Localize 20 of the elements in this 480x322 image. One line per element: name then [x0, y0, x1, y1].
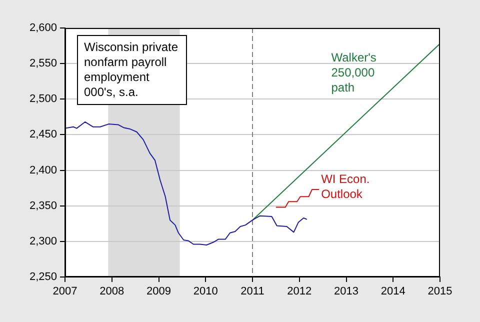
text: Wisconsin private nonfarm payroll employment 000's, s.a.	[77, 35, 188, 105]
x-tick-label: 2011	[240, 286, 264, 298]
series-label: WI Econ. Outlook	[321, 172, 370, 201]
y-tick-label: 2,450	[29, 128, 57, 141]
y-tick-label: 2,250	[29, 271, 57, 284]
x-tick-label: 2007	[52, 286, 78, 298]
y-tick-label: 2,400	[29, 164, 57, 176]
x-tick-label: 2014	[380, 286, 406, 298]
x-tick-label: 2013	[334, 286, 358, 298]
y-tick-label: 2,550	[29, 58, 57, 70]
series-label: Walker's 250,000 path	[331, 50, 376, 94]
y-tick-label: 2,300	[29, 235, 57, 248]
x-tick-label: 2009	[146, 286, 171, 298]
y-tick-label: 2,500	[29, 93, 57, 106]
y-tick-label: 2,350	[29, 200, 57, 212]
x-tick-label: 2010	[193, 286, 218, 298]
x-tick-label: 2015	[428, 286, 452, 298]
x-tick-label: 2012	[287, 286, 312, 298]
x-tick-label: 2008	[100, 286, 124, 298]
y-tick-label: 2,600	[29, 22, 57, 34]
